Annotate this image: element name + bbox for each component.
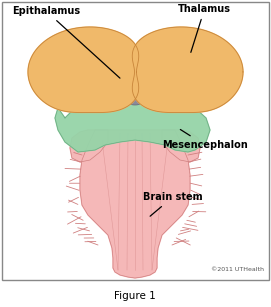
Polygon shape (55, 92, 210, 152)
Polygon shape (80, 130, 190, 278)
Polygon shape (112, 57, 155, 95)
Text: Epithalamus: Epithalamus (12, 6, 120, 78)
Text: Figure 1: Figure 1 (114, 291, 156, 301)
Ellipse shape (124, 91, 146, 105)
Polygon shape (70, 130, 108, 162)
Text: Mesencephalon: Mesencephalon (162, 130, 248, 150)
Text: Brain stem: Brain stem (143, 192, 203, 216)
Polygon shape (28, 27, 139, 113)
Polygon shape (132, 27, 243, 113)
Polygon shape (162, 130, 200, 162)
Text: Thalamus: Thalamus (178, 4, 231, 52)
Text: ©2011 UTHealth: ©2011 UTHealth (211, 267, 264, 272)
